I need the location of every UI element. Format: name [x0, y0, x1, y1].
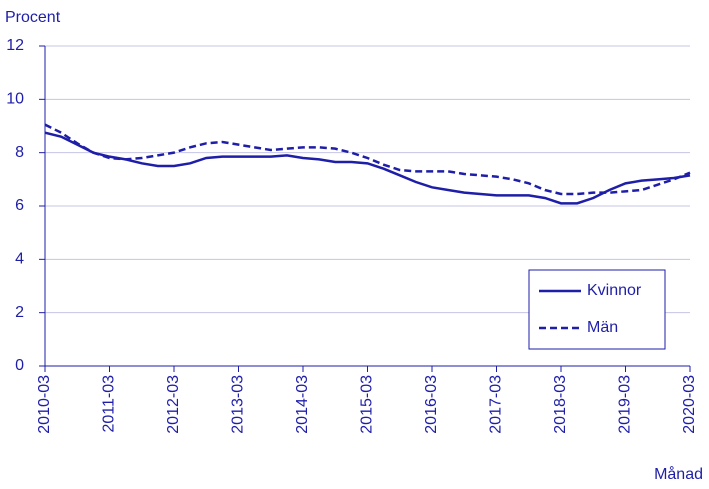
y-axis-label: Procent	[5, 9, 61, 26]
y-tick-label: 8	[15, 144, 24, 161]
x-tick-label: 2010-03	[36, 375, 53, 434]
data-line	[44, 123, 691, 196]
x-tick-label: 2015-03	[359, 375, 376, 434]
y-tick-label: 12	[6, 37, 24, 54]
y-tick-label: 0	[15, 357, 24, 374]
data-line	[44, 131, 691, 205]
x-tick-label: 2013-03	[230, 375, 247, 434]
x-tick-label: 2017-03	[488, 375, 505, 434]
x-tick-label: 2018-03	[552, 375, 569, 434]
legend-label: Män	[587, 319, 618, 336]
x-tick-label: 2020-03	[681, 375, 698, 434]
x-tick-label: 2014-03	[294, 375, 311, 434]
x-tick-label: 2011-03	[101, 375, 118, 433]
x-tick-label: 2019-03	[617, 375, 634, 434]
legend-box	[528, 269, 666, 350]
legend-label: Kvinnor	[587, 282, 642, 299]
legend: Kvinnor Män	[528, 269, 666, 350]
x-tick-label: 2016-03	[423, 375, 440, 434]
x-axis-label: Månad	[654, 465, 703, 483]
y-tick-label: 4	[15, 251, 24, 268]
y-tick-label: 2	[15, 304, 24, 321]
y-tick-label: 10	[6, 91, 24, 108]
x-tick-label: 2012-03	[165, 375, 182, 434]
y-tick-label: 6	[15, 197, 24, 214]
